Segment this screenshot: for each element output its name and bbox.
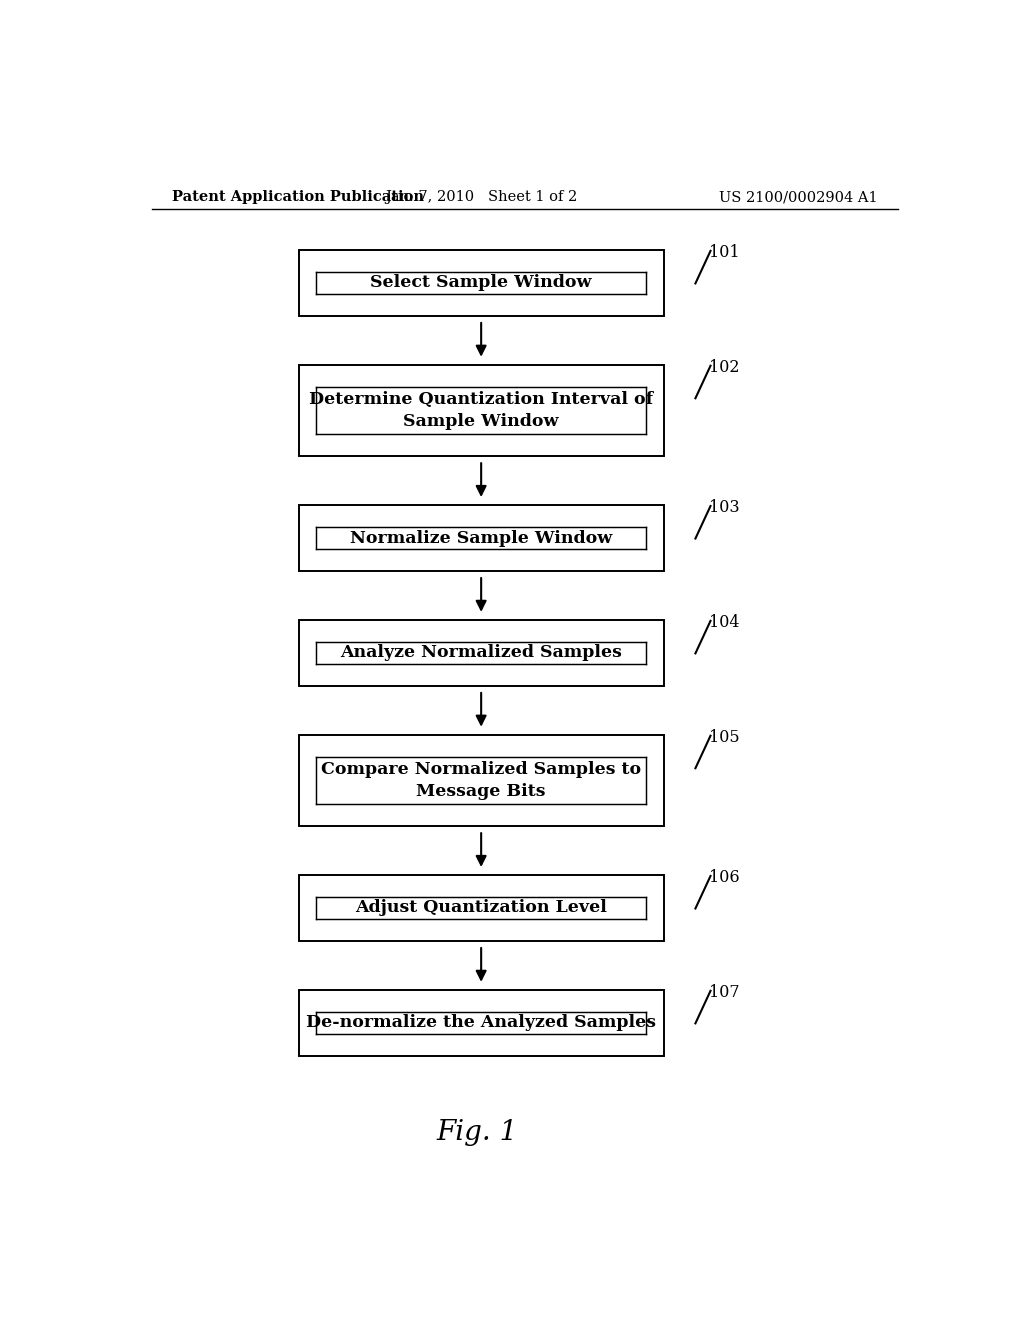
Text: Compare Normalized Samples to
Message Bits: Compare Normalized Samples to Message Bi… bbox=[322, 760, 641, 800]
Text: 101: 101 bbox=[709, 244, 739, 261]
Text: 102: 102 bbox=[709, 359, 739, 376]
Text: 104: 104 bbox=[709, 614, 739, 631]
Text: 105: 105 bbox=[709, 729, 739, 746]
Text: Patent Application Publication: Patent Application Publication bbox=[172, 190, 424, 205]
Text: Fig. 1: Fig. 1 bbox=[436, 1118, 518, 1146]
Text: 106: 106 bbox=[709, 869, 739, 886]
Text: US 2100/0002904 A1: US 2100/0002904 A1 bbox=[719, 190, 878, 205]
Text: Normalize Sample Window: Normalize Sample Window bbox=[350, 529, 612, 546]
Text: Select Sample Window: Select Sample Window bbox=[371, 275, 592, 292]
Text: Adjust Quantization Level: Adjust Quantization Level bbox=[355, 899, 607, 916]
Bar bbox=[299, 364, 664, 457]
Bar bbox=[299, 875, 664, 941]
Bar bbox=[299, 735, 664, 826]
Bar bbox=[299, 506, 664, 572]
Text: Analyze Normalized Samples: Analyze Normalized Samples bbox=[340, 644, 623, 661]
Bar bbox=[299, 990, 664, 1056]
Text: De-normalize the Analyzed Samples: De-normalize the Analyzed Samples bbox=[306, 1014, 656, 1031]
Text: Jan. 7, 2010   Sheet 1 of 2: Jan. 7, 2010 Sheet 1 of 2 bbox=[385, 190, 578, 205]
Bar bbox=[299, 249, 664, 315]
Text: Determine Quantization Interval of
Sample Window: Determine Quantization Interval of Sampl… bbox=[309, 391, 653, 430]
Bar bbox=[299, 620, 664, 686]
Text: 107: 107 bbox=[709, 983, 739, 1001]
Text: 103: 103 bbox=[709, 499, 739, 516]
